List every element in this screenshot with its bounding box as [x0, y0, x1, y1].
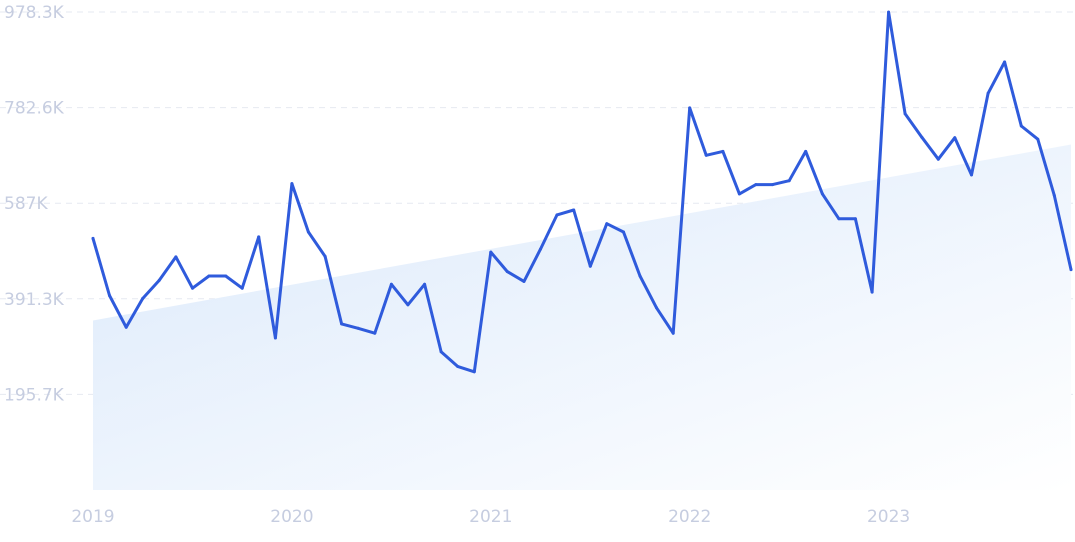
- x-tick-label: 2019: [71, 507, 114, 527]
- data-point: [605, 222, 609, 226]
- data-point: [1019, 124, 1023, 128]
- data-point: [704, 153, 708, 157]
- x-axis-tick-labels: 2019 2020 2021 2022 2023: [71, 507, 910, 527]
- data-point: [423, 282, 427, 286]
- x-tick-label: 2021: [469, 507, 512, 527]
- series-line: [91, 10, 1073, 374]
- x-tick-label: 2020: [270, 507, 313, 527]
- y-tick-label: 782.6K: [4, 99, 65, 119]
- data-point: [555, 213, 559, 217]
- data-points: [91, 10, 1073, 374]
- data-point: [439, 350, 443, 354]
- data-point: [970, 173, 973, 177]
- data-point: [936, 157, 940, 161]
- data-point: [638, 274, 642, 278]
- data-point: [622, 230, 625, 234]
- data-point: [108, 294, 111, 297]
- data-point: [141, 297, 145, 300]
- data-point: [671, 331, 675, 335]
- data-point: [820, 192, 824, 196]
- data-point: [91, 236, 95, 240]
- data-point: [572, 208, 576, 212]
- data-point: [920, 135, 924, 139]
- data-point: [207, 274, 211, 278]
- data-point: [754, 183, 758, 187]
- data-point: [588, 264, 592, 268]
- data-point: [306, 230, 310, 234]
- data-point: [903, 112, 907, 116]
- y-axis-tick-labels: 978.3K 782.6K 587K 391.3K 195.7K: [4, 3, 65, 405]
- y-tick-label: 587K: [4, 194, 48, 214]
- data-point: [290, 182, 294, 186]
- data-point: [389, 282, 393, 286]
- x-tick-label: 2022: [668, 507, 711, 527]
- data-point: [489, 250, 493, 254]
- data-point: [456, 364, 460, 368]
- y-tick-label: 978.3K: [4, 3, 65, 23]
- data-point: [406, 303, 410, 307]
- data-point: [1069, 268, 1073, 272]
- data-point: [1052, 193, 1056, 197]
- data-point: [986, 91, 990, 95]
- data-point: [804, 149, 808, 153]
- data-point: [1003, 60, 1007, 64]
- data-point: [655, 306, 658, 310]
- y-tick-label: 391.3K: [4, 290, 65, 310]
- data-point: [240, 286, 244, 290]
- data-point: [539, 247, 542, 251]
- data-point: [323, 254, 327, 258]
- data-point: [505, 270, 509, 274]
- data-point: [356, 326, 360, 330]
- x-tick-label: 2023: [867, 507, 910, 527]
- data-point: [787, 179, 791, 183]
- data-point: [1036, 137, 1040, 141]
- data-point: [771, 183, 775, 187]
- data-point: [273, 336, 277, 340]
- data-point: [688, 106, 692, 110]
- data-point: [837, 217, 841, 221]
- data-point: [522, 279, 526, 283]
- data-point: [953, 136, 957, 140]
- data-point: [887, 10, 891, 14]
- trend-area: [93, 144, 1071, 490]
- data-point: [224, 274, 228, 278]
- data-point: [870, 290, 874, 294]
- data-point: [157, 278, 161, 282]
- data-point: [373, 331, 377, 335]
- data-point: [472, 370, 476, 374]
- data-point: [124, 325, 128, 329]
- data-point: [721, 149, 725, 153]
- data-point: [853, 217, 857, 221]
- data-point: [191, 286, 194, 290]
- data-point: [257, 235, 261, 239]
- y-tick-label: 195.7K: [4, 385, 65, 405]
- data-point: [340, 322, 344, 326]
- data-point: [174, 255, 178, 259]
- data-point: [737, 192, 741, 196]
